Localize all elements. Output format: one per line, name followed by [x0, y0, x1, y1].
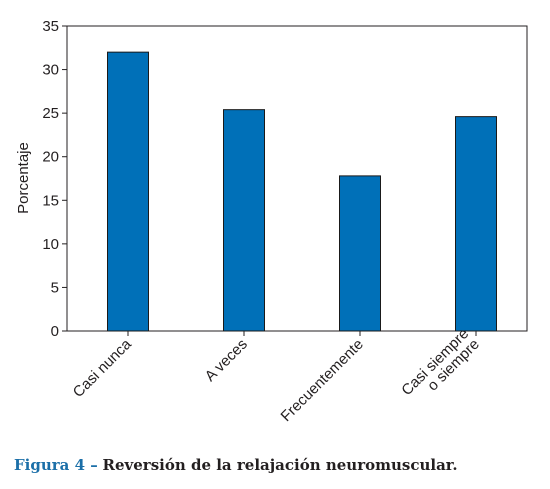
y-tick-label: 25 — [42, 105, 59, 122]
y-tick-label: 5 — [51, 279, 59, 296]
figure-caption: Figura 4 – Reversión de la relajación ne… — [14, 456, 458, 474]
x-tick-label: A veces — [202, 336, 251, 385]
bar-0 — [107, 51, 149, 332]
x-tick-label-line: Frecuentemente — [278, 336, 367, 425]
bar-1 — [223, 109, 265, 332]
y-tick-label: 0 — [51, 323, 59, 340]
x-tick-label: Casi siempreo siempre — [398, 325, 483, 410]
figure-number: Figura 4 – — [14, 456, 98, 474]
y-tick-label: 20 — [42, 149, 59, 166]
bars — [107, 51, 497, 332]
x-tick-label: Frecuentemente — [278, 336, 367, 425]
bar-3 — [455, 116, 497, 332]
plot-frame — [66, 25, 528, 332]
x-tick-label: Casi nunca — [70, 335, 136, 401]
y-tick-label: 15 — [42, 192, 59, 209]
y-axis-label: Porcentaje — [15, 142, 32, 214]
y-tick-label: 35 — [42, 18, 59, 35]
bar-chart: 0 5 10 15 20 25 30 35 Casi nunca A veces Frecuent… — [15, 18, 528, 425]
x-axis: Casi nunca A veces Frecuentemente Casi siem… — [70, 325, 483, 425]
x-tick-label-line: A veces — [202, 336, 251, 385]
bar-2 — [339, 175, 381, 332]
y-tick-label: 10 — [42, 236, 59, 253]
y-tick-label: 30 — [42, 62, 59, 79]
figure-title: Reversión de la relajación neuromuscular… — [102, 456, 458, 474]
x-tick-label-line: Casi nunca — [70, 335, 136, 401]
y-axis: 0 5 10 15 20 25 30 35 — [42, 18, 67, 340]
